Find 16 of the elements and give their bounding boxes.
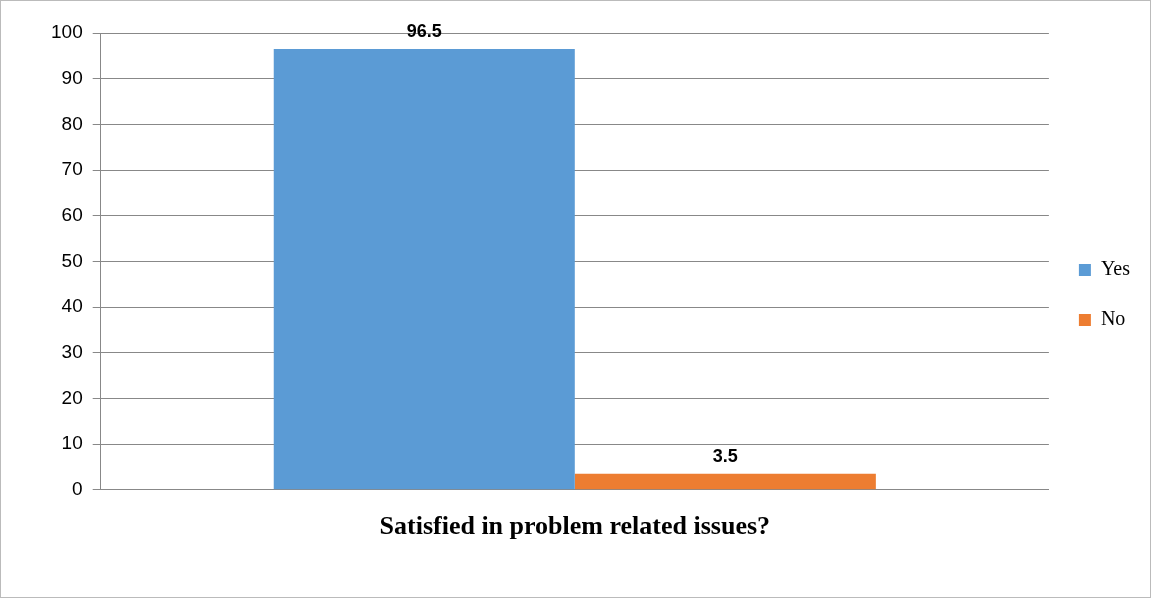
data-label: 96.5 xyxy=(406,20,442,41)
y-tick-label: 30 xyxy=(61,340,83,362)
x-tick-label: Satisfied in problem related issues? xyxy=(379,511,771,541)
data-label: 3.5 xyxy=(712,445,738,466)
y-tick-label: 10 xyxy=(61,432,83,454)
y-tick-label: 60 xyxy=(61,203,83,225)
y-tick-label: 90 xyxy=(61,66,83,88)
y-tick-label: 40 xyxy=(61,295,83,317)
y-tick-label: 100 xyxy=(51,21,83,43)
y-tick-label: 50 xyxy=(61,249,83,271)
y-tick-label: 0 xyxy=(72,478,83,500)
y-tick-label: 20 xyxy=(61,386,83,408)
legend-label: No xyxy=(1100,307,1126,330)
y-tick-label: 70 xyxy=(61,158,83,180)
legend-label: Yes xyxy=(1100,257,1131,280)
y-tick-label: 80 xyxy=(61,112,83,134)
